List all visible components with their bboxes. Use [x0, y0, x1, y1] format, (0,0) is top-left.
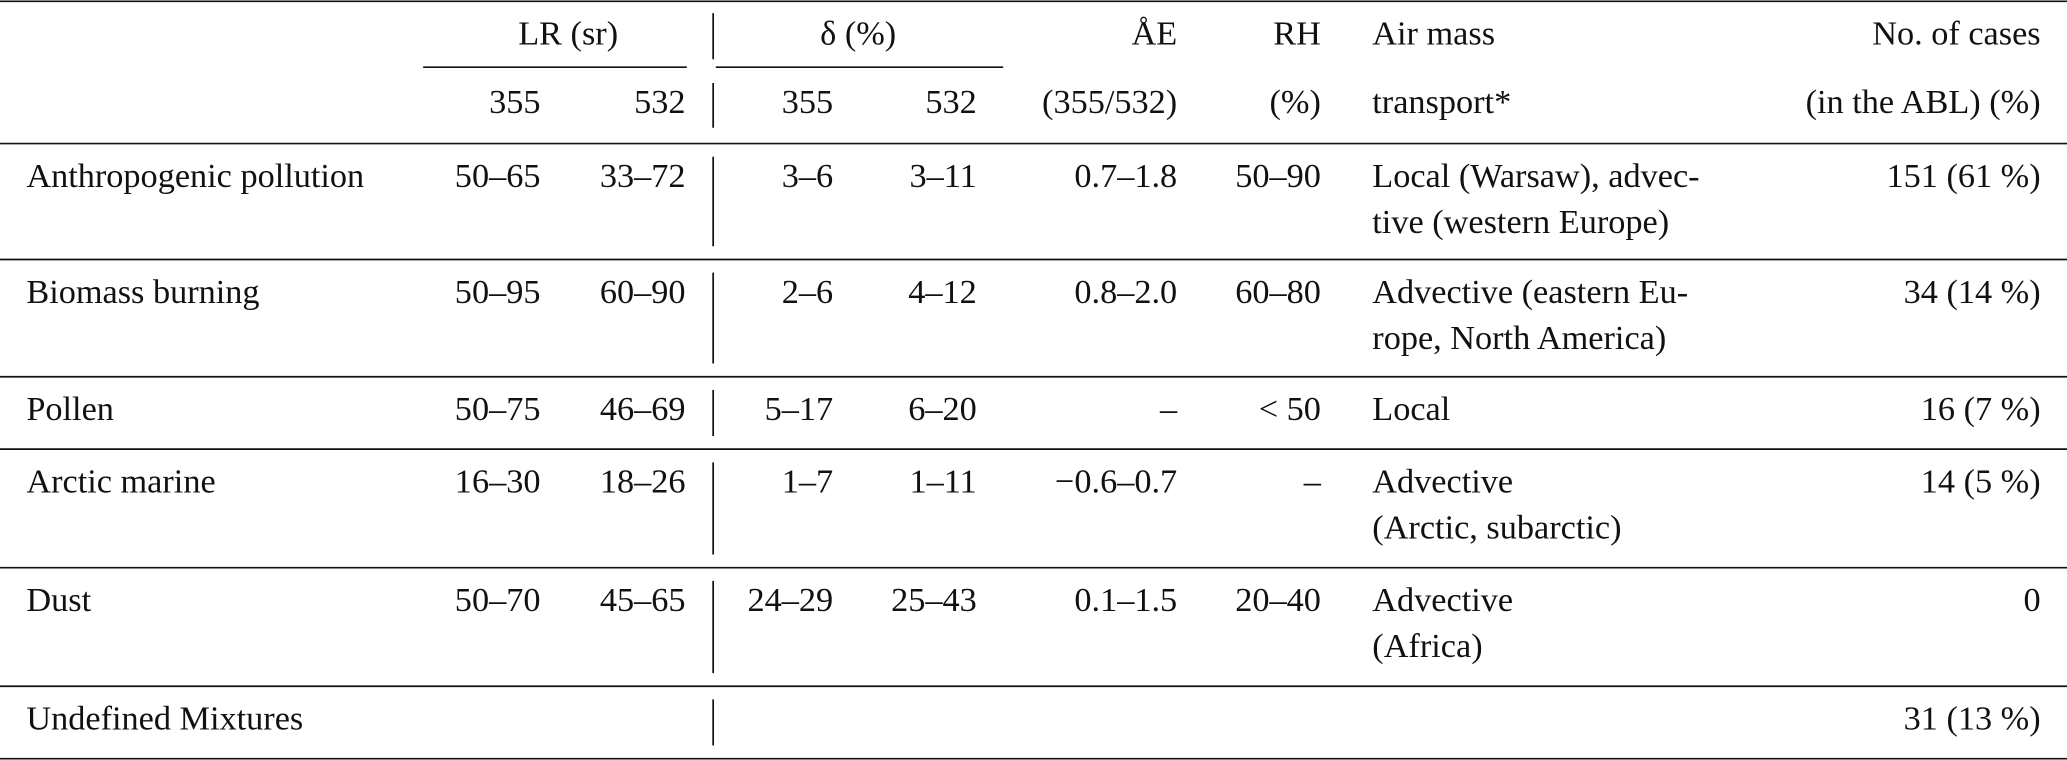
row-label: Arctic marine [26, 463, 215, 501]
transport-cell: Local (Warsaw), advec- [1372, 157, 1699, 195]
cell: 33–72 [600, 157, 686, 195]
cell: 18–26 [600, 463, 686, 501]
header-cell: Air mass [1372, 15, 1495, 53]
cell: 45–65 [600, 581, 686, 619]
cell: 1–11 [910, 463, 977, 501]
cell: 50–95 [455, 273, 541, 311]
header-cell: δ (%) [820, 15, 896, 53]
transport-cell: (Arctic, subarctic) [1372, 509, 1621, 547]
transport-cell: Advective [1372, 463, 1513, 501]
cell: 2–6 [782, 273, 833, 311]
cell: 0.1–1.5 [1074, 581, 1177, 619]
cell: 6–20 [908, 390, 977, 428]
transport-cell: (Africa) [1372, 627, 1482, 665]
header-subcell: 532 [925, 83, 976, 121]
cell: −0.6–0.7 [1055, 463, 1177, 501]
row-label: Undefined Mixtures [26, 700, 303, 738]
cell: 50–65 [455, 157, 541, 195]
cell: 46–69 [600, 390, 686, 428]
cell: 50–90 [1235, 157, 1321, 195]
header-subcell: 355 [782, 83, 833, 121]
header-cell: (355/532) [1042, 83, 1177, 121]
row-label: Anthropogenic pollution [26, 157, 364, 195]
header-cell: (in the ABL) (%) [1806, 83, 2041, 121]
row-label: Dust [26, 581, 91, 619]
cell: 25–43 [891, 581, 977, 619]
transport-cell: Local [1372, 390, 1450, 428]
transport-cell: rope, North America) [1372, 319, 1666, 357]
cases-cell: 16 (7 %) [1921, 390, 2041, 428]
cases-cell: 34 (14 %) [1904, 273, 2041, 311]
header-cell: LR (sr) [518, 15, 618, 53]
header-cell: RH [1273, 15, 1321, 53]
cases-cell: 0 [2024, 581, 2041, 619]
transport-cell: tive (western Europe) [1372, 203, 1669, 241]
row-label: Pollen [26, 390, 114, 428]
cell: 4–12 [908, 273, 977, 311]
header-subcell: 355 [489, 83, 540, 121]
cell: 50–75 [455, 390, 541, 428]
header-cell: No. of cases [1872, 15, 2040, 53]
cell: 60–90 [600, 273, 686, 311]
header-subcell: 532 [634, 83, 685, 121]
transport-cell: Advective (eastern Eu- [1372, 273, 1688, 311]
cell: 20–40 [1235, 581, 1321, 619]
cases-cell: 151 (61 %) [1886, 157, 2040, 195]
cell: 0.7–1.8 [1074, 157, 1177, 195]
header-cell: ÅE [1132, 15, 1178, 53]
row-label: Biomass burning [26, 273, 259, 311]
cell: 24–29 [747, 581, 833, 619]
cell: < 50 [1259, 390, 1321, 428]
cell: 60–80 [1235, 273, 1321, 311]
cell: 5–17 [765, 390, 834, 428]
cell: 1–7 [782, 463, 833, 501]
header-cell: (%) [1270, 83, 1321, 121]
cell: 50–70 [455, 581, 541, 619]
cases-cell: 31 (13 %) [1904, 700, 2041, 738]
header-cell: transport* [1372, 83, 1511, 121]
cases-cell: 14 (5 %) [1921, 463, 2041, 501]
transport-cell: Advective [1372, 581, 1513, 619]
cell: 3–11 [910, 157, 977, 195]
cell: – [1303, 463, 1322, 501]
cell: – [1159, 390, 1178, 428]
cell: 0.8–2.0 [1074, 273, 1177, 311]
cell: 3–6 [782, 157, 833, 195]
cell: 16–30 [455, 463, 541, 501]
